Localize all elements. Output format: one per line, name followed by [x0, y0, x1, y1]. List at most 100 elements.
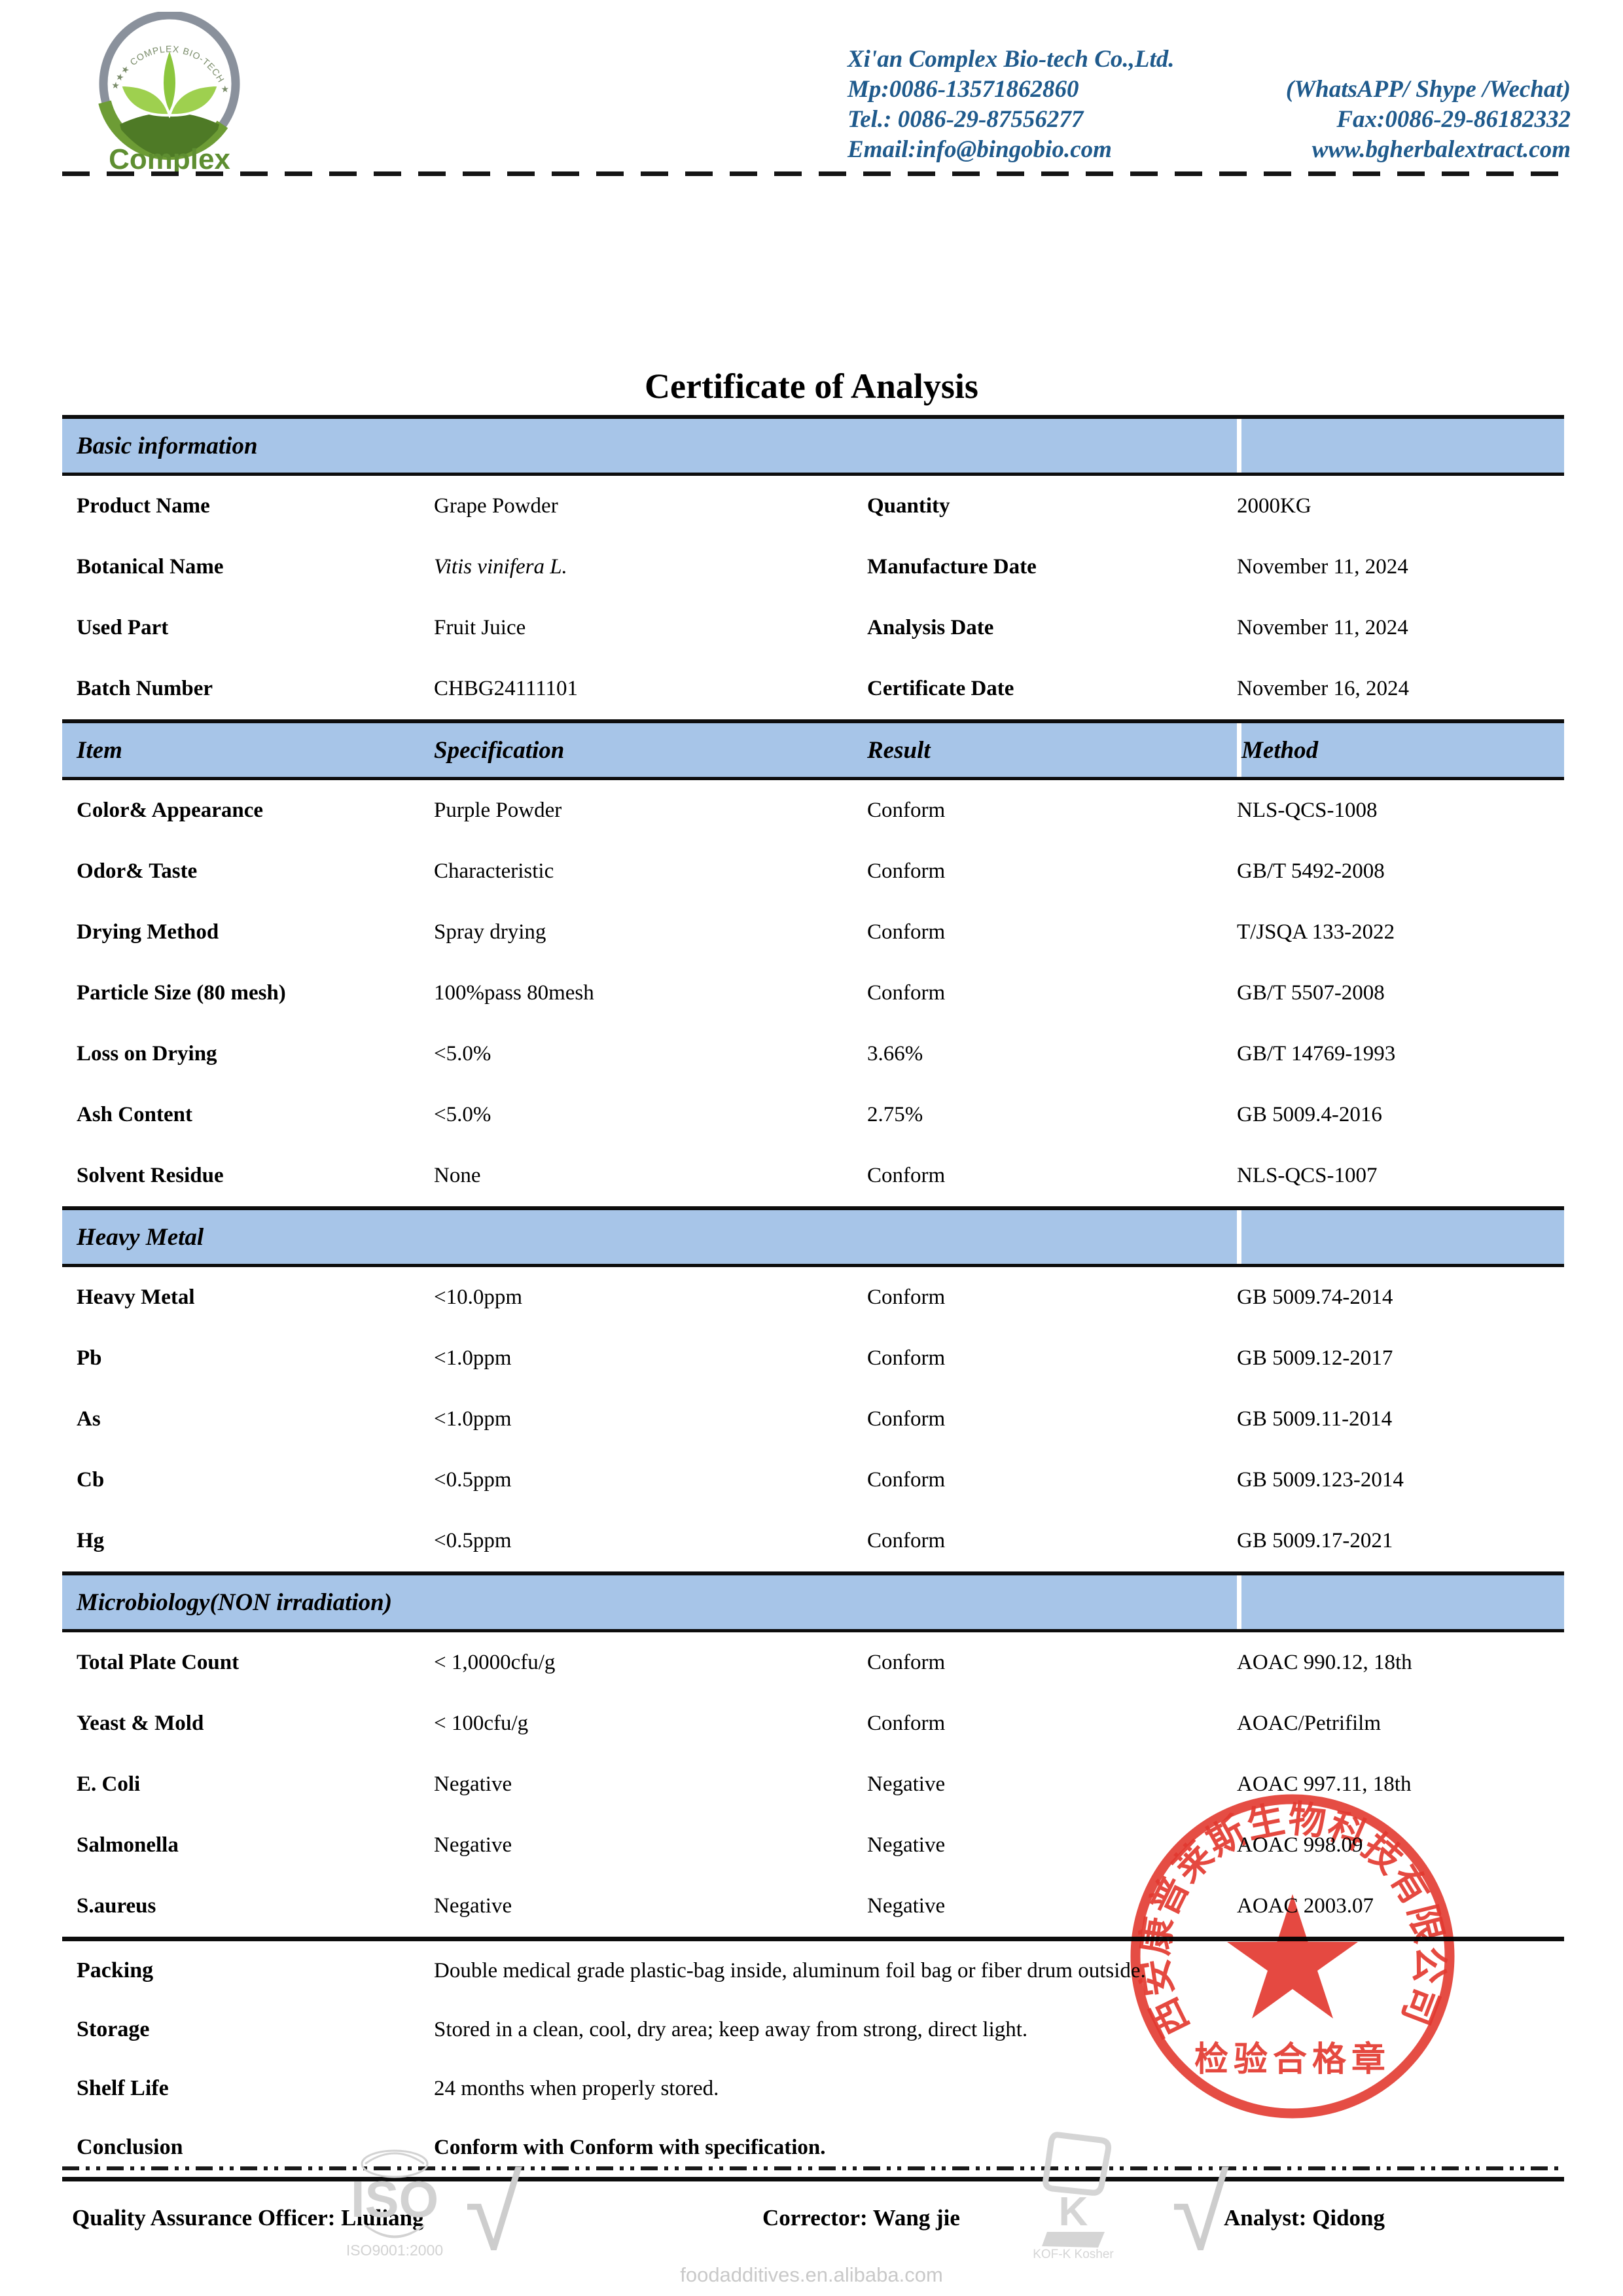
spec-cell: Negative [434, 1894, 512, 1918]
heavy-metal-row: Hg <0.5ppm Conform GB 5009.17-2021 [62, 1511, 1564, 1571]
heavy-metal-row: As <1.0ppm Conform GB 5009.11-2014 [62, 1389, 1564, 1450]
item-cell: Total Plate Count [77, 1651, 240, 1674]
item-cell: Ash Content [77, 1103, 192, 1126]
field-label: Batch Number [77, 677, 213, 700]
column-header-specification: Specification [434, 736, 565, 764]
method-cell: AOAC 2003.07 [1237, 1894, 1374, 1918]
field-value: Double medical grade plastic-bag inside,… [434, 1958, 1146, 1982]
basic-info-row: Product Name Grape Powder Quantity 2000K… [62, 476, 1564, 537]
heavy-metal-row: Heavy Metal <10.0ppm Conform GB 5009.74-… [62, 1267, 1564, 1328]
microbiology-row: S.aureus Negative Negative AOAC 2003.07 [62, 1876, 1564, 1937]
result-cell: 2.75% [867, 1103, 923, 1126]
field-label: Analysis Date [867, 616, 994, 639]
spec-row: Loss on Drying <5.0% 3.66% GB/T 14769-19… [62, 1024, 1564, 1085]
item-cell: As [77, 1407, 101, 1431]
spec-row: Ash Content <5.0% 2.75% GB 5009.4-2016 [62, 1085, 1564, 1145]
company-website: www.bgherbalextract.com [1311, 136, 1571, 163]
item-cell: E. Coli [77, 1772, 141, 1796]
field-label: Used Part [77, 616, 169, 639]
method-cell: NLS-QCS-1007 [1237, 1164, 1378, 1187]
item-cell: Particle Size (80 mesh) [77, 981, 286, 1005]
item-cell: S.aureus [77, 1894, 156, 1918]
spec-cell: <5.0% [434, 1042, 491, 1066]
microbiology-row: E. Coli Negative Negative AOAC 997.11, 1… [62, 1754, 1564, 1815]
field-label: Certificate Date [867, 677, 1014, 700]
company-messengers: (WhatsAPP/ Shype /Wechat) [1285, 76, 1571, 103]
spec-cell: < 100cfu/g [434, 1712, 529, 1735]
seal-bottom-text: 检验合格章 [1194, 2040, 1391, 2079]
method-cell: AOAC/Petrifilm [1237, 1712, 1381, 1735]
field-label: Manufacture Date [867, 555, 1037, 579]
logo-ground [120, 113, 219, 157]
spec-row: Particle Size (80 mesh) 100%pass 80mesh … [62, 963, 1564, 1024]
microbiology-row: Yeast & Mold < 100cfu/g Conform AOAC/Pet… [62, 1693, 1564, 1754]
method-cell: GB 5009.11-2014 [1237, 1407, 1393, 1431]
result-cell: Conform [867, 1468, 946, 1492]
spec-row: Odor& Taste Characteristic Conform GB/T … [62, 841, 1564, 902]
field-value: 2000KG [1237, 494, 1311, 518]
spec-table-header: Item Specification Result Method [62, 719, 1564, 780]
company-name: Xi'an Complex Bio-tech Co.,Ltd. [847, 46, 1175, 73]
iso-certification-logo: ISO ISO9001:2000 [346, 2149, 443, 2259]
company-email: Email:info@bingobio.com [847, 136, 1112, 163]
item-cell: Pb [77, 1346, 102, 1370]
signature-row: Quality Assurance Officer: Liuliang Corr… [62, 2181, 1564, 2267]
checkmark-icon: √ [1171, 2155, 1229, 2272]
field-value: November 11, 2024 [1237, 616, 1408, 639]
item-cell: Solvent Residue [77, 1164, 224, 1187]
company-contact-block: Xi'an Complex Bio-tech Co.,Ltd. Mp:0086-… [847, 45, 1571, 165]
spec-cell: <0.5ppm [434, 1529, 512, 1552]
company-seal-stamp: 西安康普莱斯生物科技有限公司 检验合格章 [1130, 1794, 1455, 2119]
spec-row: Color& Appearance Purple Powder Conform … [62, 780, 1564, 841]
result-cell: Conform [867, 1164, 946, 1187]
spec-row: Solvent Residue None Conform NLS-QCS-100… [62, 1145, 1564, 1206]
method-cell: GB 5009.4-2016 [1237, 1103, 1382, 1126]
method-cell: GB/T 5492-2008 [1237, 859, 1385, 883]
field-value: Fruit Juice [434, 616, 526, 639]
microbiology-row: Salmonella Negative Negative AOAC 998.09 [62, 1815, 1564, 1876]
result-cell: Conform [867, 1346, 946, 1370]
item-cell: Drying Method [77, 920, 219, 944]
checkmark-icon: √ [465, 2155, 522, 2272]
column-separator [1237, 419, 1564, 473]
header-divider [62, 171, 1564, 176]
item-cell: Loss on Drying [77, 1042, 217, 1066]
spec-cell: <5.0% [434, 1103, 491, 1126]
document-header: ★★★ COMPLEX BIO-TECH ★★★ Complex Xi'an C… [0, 0, 1623, 175]
iso-text: ISO [351, 2170, 438, 2228]
field-value: Conform with Conform with specification. [434, 2135, 826, 2159]
result-cell: Conform [867, 981, 946, 1005]
result-cell: Negative [867, 1894, 946, 1918]
result-cell: Negative [867, 1772, 946, 1796]
summary-row: Storage Stored in a clean, cool, dry are… [62, 2000, 1564, 2059]
spec-cell: <0.5ppm [434, 1468, 512, 1492]
field-label: Product Name [77, 494, 210, 518]
field-label: Botanical Name [77, 555, 224, 579]
result-cell: Conform [867, 1529, 946, 1552]
summary-row: Shelf Life 24 months when properly store… [62, 2059, 1564, 2118]
section-microbiology: Microbiology(NON irradiation) [62, 1571, 1564, 1632]
kosher-certification-logo: K KOF-K Kosher [1033, 2132, 1114, 2259]
method-cell: AOAC 997.11, 18th [1237, 1772, 1412, 1796]
field-value: Vitis vinifera L. [434, 555, 567, 579]
footer-divider [62, 2166, 1564, 2170]
method-cell: GB 5009.74-2014 [1237, 1285, 1393, 1309]
field-label: Storage [77, 2017, 150, 2041]
field-value: Grape Powder [434, 494, 558, 518]
summary-row-conclusion: Conclusion Conform with Conform with spe… [62, 2118, 1564, 2177]
kosher-base-shape [1042, 2232, 1105, 2248]
field-label: Quantity [867, 494, 950, 518]
basic-info-row: Batch Number CHBG24111101 Certificate Da… [62, 658, 1564, 719]
result-cell: Conform [867, 1285, 946, 1309]
item-cell: Color& Appearance [77, 798, 264, 822]
spec-cell: None [434, 1164, 481, 1187]
basic-info-row: Used Part Fruit Juice Analysis Date Nove… [62, 598, 1564, 658]
field-label: Packing [77, 1958, 154, 1982]
seal-star [1227, 1894, 1358, 2018]
result-cell: Conform [867, 1712, 946, 1735]
microbiology-row: Total Plate Count < 1,0000cfu/g Conform … [62, 1632, 1564, 1693]
spec-cell: < 1,0000cfu/g [434, 1651, 556, 1674]
method-cell: GB/T 5507-2008 [1237, 981, 1385, 1005]
method-cell: NLS-QCS-1008 [1237, 798, 1378, 822]
